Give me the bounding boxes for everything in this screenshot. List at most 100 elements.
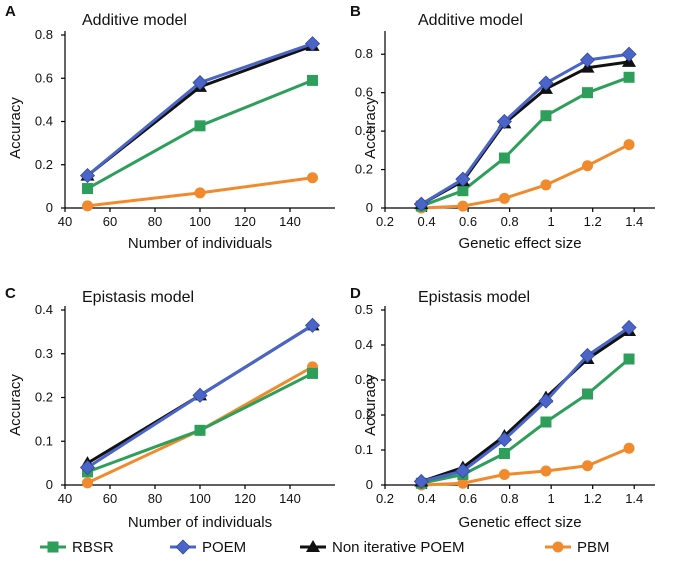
x-tick-label: 0.8: [501, 214, 519, 229]
series-line-rbsr: [86, 79, 314, 190]
x-tick-label: 1.2: [584, 491, 602, 506]
series-line-poem: [420, 326, 630, 483]
legend-item-rbsr: RBSR: [40, 539, 114, 556]
data-point-poem: [304, 317, 321, 333]
data-point-pbm: [540, 179, 552, 191]
y-tick-label: 0: [366, 477, 373, 492]
legend-label: Non iterative POEM: [332, 539, 465, 556]
data-point-poem: [413, 473, 429, 490]
x-tick-label: 0.4: [417, 214, 435, 229]
data-point-poem: [496, 113, 512, 130]
data-point-pbm: [307, 172, 318, 184]
panel-d: D Epistasis model 0.2 0.4 0.6 0.8 1 1.2 1.4 0 0.1 0…: [350, 285, 655, 531]
legend-marker: [552, 541, 564, 553]
y-tick-label: 0.3: [35, 346, 53, 361]
y-tick-label: 0.3: [355, 372, 373, 387]
data-point-poem: [192, 75, 208, 91]
x-tick-label: 40: [58, 214, 72, 229]
y-tick-label: 0.8: [355, 46, 373, 61]
x-tick-label: 1.4: [625, 214, 643, 229]
y-tick-label: 0.2: [35, 390, 53, 405]
y-tick-label: 0.4: [355, 337, 373, 352]
series-pbm: [82, 172, 318, 212]
y-tick-label: 0.6: [35, 70, 53, 85]
data-point-pbm: [540, 465, 552, 477]
x-tick-label: 0.2: [376, 214, 394, 229]
series-line-non-iterative-poem: [420, 329, 630, 483]
y-tick-label: 0.4: [35, 114, 53, 129]
x-tick-label: 0.8: [501, 491, 519, 506]
data-point-poem: [79, 167, 96, 184]
x-tick-label: 100: [189, 214, 211, 229]
data-point-pbm: [623, 139, 635, 151]
data-point-poem: [579, 347, 596, 364]
data-point-rbsr: [540, 416, 552, 428]
data-point-poem: [79, 459, 96, 476]
data-point-rbsr: [498, 152, 510, 164]
data-point-rbsr: [457, 185, 469, 197]
legend-label: PBM: [577, 539, 610, 556]
series-poem: [413, 46, 637, 212]
x-axis-label: Number of individuals: [128, 235, 272, 252]
legend-marker: [175, 539, 191, 555]
y-tick-label: 0: [46, 477, 53, 492]
x-tick-label: 60: [103, 214, 117, 229]
y-axis-label: Accuracy: [7, 374, 24, 436]
x-tick-label: 0.2: [376, 491, 394, 506]
series-line-non-iterative-poem: [420, 60, 630, 206]
data-point-rbsr: [582, 388, 593, 400]
y-tick-label: 0.1: [35, 433, 53, 448]
legend-item-poem: POEM: [170, 539, 246, 556]
data-point-pbm: [194, 187, 206, 199]
legend-marker: [306, 540, 320, 552]
x-tick-label: 80: [148, 491, 162, 506]
legend-item-non-iterative-poem: Non iterative POEM: [300, 539, 465, 556]
data-point-rbsr: [540, 110, 552, 122]
panel-letter: A: [5, 3, 16, 20]
y-tick-label: 0.6: [355, 85, 373, 100]
data-point-poem: [538, 393, 554, 409]
data-point-poem: [496, 431, 512, 448]
chart-title: Additive model: [82, 12, 187, 29]
x-axis-label: Genetic effect size: [458, 235, 581, 252]
chart-title: Epistasis model: [82, 289, 194, 306]
data-point-rbsr: [623, 353, 635, 365]
series-non-iterative-poem: [414, 324, 637, 487]
y-tick-label: 0.2: [355, 162, 373, 177]
chart-title: Epistasis model: [418, 289, 530, 306]
y-tick-label: 0.2: [355, 407, 373, 422]
series-line-pbm: [421, 446, 630, 487]
panel-letter: D: [350, 285, 361, 302]
data-point-pbm: [623, 442, 635, 454]
y-tick-label: 0.5: [355, 302, 373, 317]
y-tick-label: 0.1: [355, 442, 373, 457]
panel-letter: C: [5, 285, 16, 302]
data-point-pbm: [82, 200, 93, 212]
data-point-rbsr: [307, 74, 318, 86]
x-tick-label: 140: [279, 491, 301, 506]
x-tick-label: 0.6: [459, 214, 477, 229]
x-tick-label: 100: [189, 491, 211, 506]
y-tick-label: 0.4: [35, 302, 53, 317]
series-line-rbsr: [420, 75, 630, 208]
data-point-poem: [538, 75, 554, 91]
x-tick-label: 1.2: [584, 214, 602, 229]
x-tick-label: 80: [148, 214, 162, 229]
series-line-pbm: [421, 143, 630, 210]
x-tick-label: 120: [234, 214, 256, 229]
y-tick-label: 0.8: [35, 27, 53, 42]
legend-marker: [47, 541, 59, 553]
y-tick-label: 0.2: [35, 157, 53, 172]
data-point-rbsr: [194, 424, 206, 436]
series-non-iterative-poem: [80, 38, 320, 181]
x-tick-label: 140: [279, 214, 301, 229]
y-tick-label: 0: [46, 200, 53, 215]
x-tick-label: 1: [548, 491, 555, 506]
series-non-iterative-poem: [414, 54, 637, 210]
data-point-rbsr: [623, 71, 635, 83]
y-tick-label: 0: [366, 200, 373, 215]
series-poem: [79, 317, 321, 476]
y-axis-label: Accuracy: [362, 374, 379, 436]
chart-title: Additive model: [418, 12, 523, 29]
